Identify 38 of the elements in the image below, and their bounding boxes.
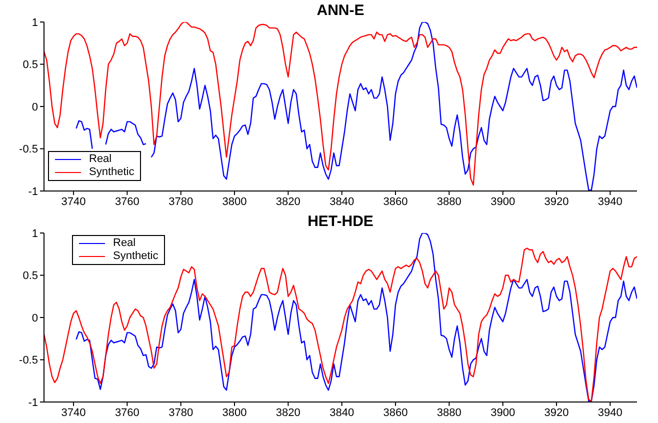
x-tick-label: 3780 — [168, 406, 194, 419]
x-tick-label: 3800 — [222, 196, 247, 208]
y-tick-label: -1 — [28, 186, 38, 198]
x-tick-label: 3920 — [544, 196, 569, 208]
y-tick-label: 0.5 — [22, 270, 38, 282]
x-tick-label: 3820 — [276, 406, 300, 419]
y-tick-label: -0.5 — [19, 354, 38, 367]
legend-label: Real — [89, 153, 112, 166]
y-tick-label: 0 — [32, 101, 38, 114]
legend-label: Real — [113, 237, 136, 250]
y-tick-label: 0 — [32, 312, 38, 324]
x-tick-label: 3840 — [330, 406, 354, 419]
x-tick-label: 3920 — [544, 406, 569, 419]
x-tick-label: 3880 — [436, 406, 462, 419]
y-tick-label: 1 — [32, 16, 38, 29]
x-tick-label: 3900 — [490, 406, 516, 419]
x-tick-label: 3940 — [598, 406, 622, 419]
x-tick-label: 3780 — [168, 196, 194, 208]
y-tick-label: 1 — [32, 228, 38, 240]
x-tick-label: 3940 — [598, 196, 622, 208]
x-tick-label: 3740 — [61, 196, 86, 208]
chart-title: ANN-E — [316, 2, 366, 19]
x-tick-label: 3860 — [383, 196, 408, 208]
x-tick-label: 3820 — [276, 196, 300, 208]
x-tick-label: 3760 — [114, 196, 140, 208]
x-tick-label: 3860 — [383, 406, 408, 419]
y-tick-label: 0.5 — [22, 59, 38, 72]
x-tick-label: 3800 — [222, 406, 247, 419]
y-tick-label: -0.5 — [19, 144, 38, 156]
legend-label: Synthetic — [89, 166, 134, 179]
legend-label: Synthetic — [113, 250, 158, 263]
x-tick-label: 3840 — [330, 196, 354, 208]
x-tick-label: 3760 — [114, 406, 140, 419]
x-tick-label: 3880 — [436, 196, 462, 208]
y-tick-label: -1 — [28, 396, 38, 409]
chart-title: HET-HDE — [306, 213, 374, 230]
x-tick-label: 3900 — [490, 196, 516, 208]
x-tick-label: 3740 — [61, 406, 86, 419]
